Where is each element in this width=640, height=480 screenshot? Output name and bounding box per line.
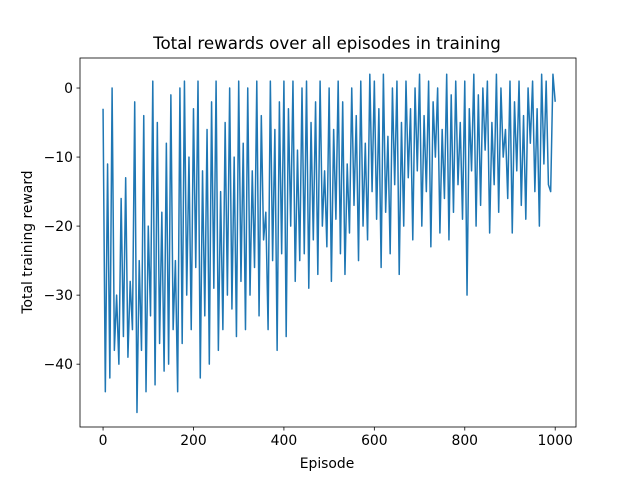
axes-frame: [79, 57, 577, 428]
y-tick-label: 0: [64, 81, 73, 97]
x-axis-label: Episode: [300, 456, 355, 472]
y-tick-label: −10: [44, 150, 73, 166]
x-tick-label: 800: [452, 433, 479, 449]
x-tick-label: 1000: [538, 433, 573, 449]
x-tick-label: 0: [99, 433, 108, 449]
x-tick-label: 200: [180, 433, 207, 449]
data-line: [102, 73, 556, 414]
y-tick-label: −20: [44, 219, 73, 235]
chart-title: Total rewards over all episodes in train…: [152, 33, 501, 53]
x-tick-label: 600: [361, 433, 388, 449]
y-tick-label: −40: [44, 357, 73, 373]
y-tick-label: −30: [44, 288, 73, 304]
y-axis-label: Total training reward: [20, 170, 36, 314]
x-tick-label: 400: [271, 433, 298, 449]
